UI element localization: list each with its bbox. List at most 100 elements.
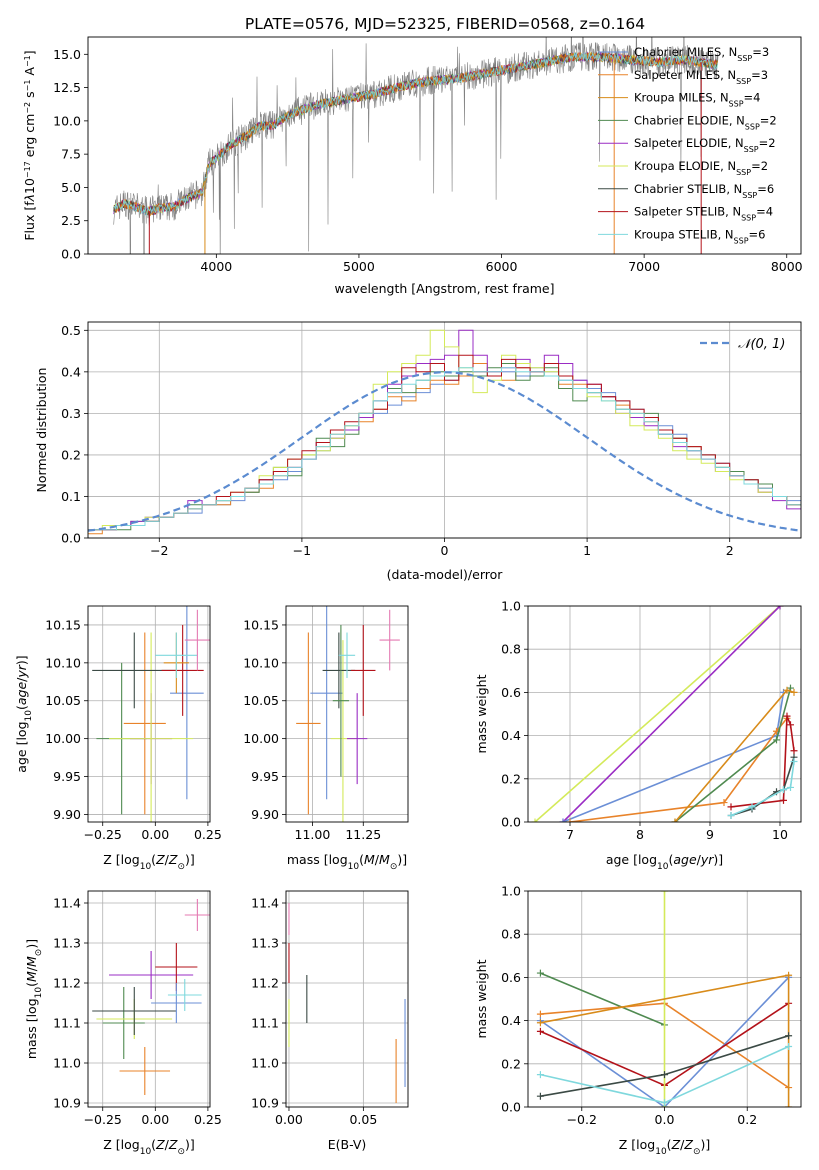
y-axis-label: Normed distribution — [34, 368, 49, 493]
weight-marker — [536, 1027, 544, 1035]
weight-line-kroupa_elodie — [534, 606, 781, 822]
y-tick-label: 1.0 — [501, 884, 521, 899]
errorbars — [296, 606, 400, 822]
y-tick-label: 0.0 — [61, 531, 81, 546]
panel-5: −0.25 0.00 0.25 10.9 11.0 11.1 11.2 11.3 11.4 Z [… — [24, 890, 222, 1157]
weight-marker — [783, 712, 791, 720]
x-tick-label: 2 — [726, 543, 734, 558]
y-tick-label: 1.0 — [501, 599, 521, 614]
weight-marker — [787, 721, 794, 729]
y-tick-label: 9.90 — [53, 807, 81, 822]
y-axis-label: age [log10(age/yr)] — [14, 655, 34, 772]
y-tick-label: 0.4 — [501, 728, 521, 743]
y-tick-label: 11.1 — [53, 1016, 81, 1031]
weight-marker — [787, 783, 794, 791]
x-axis-label: age [log10(age/yr)] — [606, 852, 723, 872]
weight-marker — [790, 688, 798, 696]
weight-marker — [785, 1032, 793, 1040]
weight-marker — [785, 971, 793, 979]
y-tick-label: 0.8 — [501, 927, 521, 942]
plot-frame — [87, 321, 802, 539]
y-tick-label: 0.4 — [61, 364, 81, 379]
y-tick-label: 0.0 — [501, 1100, 521, 1115]
x-axis-label: Z [log10(Z/Z⊙)] — [103, 852, 195, 872]
x-tick-label: 11.00 — [295, 827, 331, 842]
model-fit-kroupa_stelib — [113, 51, 719, 217]
histograms — [88, 329, 801, 538]
x-tick-label: 0.00 — [275, 1112, 303, 1127]
figure-title: PLATE=0576, MJD=52325, FIBERID=0568, z=0… — [245, 15, 645, 33]
y-tick-label: 0.6 — [501, 685, 521, 700]
x-tick-label: 9 — [706, 827, 714, 842]
x-axis-label: (data-model)/error — [387, 567, 504, 582]
weight-marker — [559, 818, 567, 822]
panel-1: −2 −1 0 1 2 0.0 0.1 0.2 0.3 0.4 0.5 (data-model)/er… — [34, 321, 802, 582]
x-tick-label: 0.25 — [194, 827, 222, 842]
weight-marker — [536, 1071, 544, 1079]
legend-label: Kroupa MILES, NSSP=4 — [634, 91, 760, 109]
weight-lines — [531, 606, 798, 822]
y-tick-label: 11.4 — [251, 896, 279, 911]
y-tick-label: 11.0 — [251, 1056, 279, 1071]
x-tick-label: 7000 — [628, 259, 660, 274]
x-tick-label: 8 — [636, 827, 644, 842]
panel-2: −0.25 0.00 0.25 9.90 9.95 10.00 10.05 10.10 10.1… — [14, 605, 222, 872]
plot-frame — [87, 36, 802, 255]
y-tick-label: 11.0 — [53, 1056, 81, 1071]
plot-frame — [87, 890, 211, 1108]
plot-layer: 4000 5000 6000 7000 80000.02.55.07.510.012.5… — [14, 36, 803, 1157]
y-axis-label: Flux [fλ10−17 erg cm−2 s−1 A−1] — [22, 50, 37, 240]
x-tick-label: 4000 — [200, 259, 232, 274]
y-tick-label: 10.9 — [53, 1096, 81, 1111]
x-axis-label: wavelength [Angstrom, rest frame] — [334, 281, 554, 296]
weight-marker — [773, 736, 780, 744]
errorbars — [92, 899, 210, 1095]
weight-marker — [566, 818, 574, 822]
y-tick-label: 0.0 — [61, 247, 81, 262]
weight-marker — [783, 686, 791, 694]
x-tick-label: 10 — [772, 827, 788, 842]
x-tick-label: 0 — [441, 543, 449, 558]
x-tick-label: 0.05 — [349, 1112, 377, 1127]
x-tick-label: 7 — [566, 827, 574, 842]
legend-label: Salpeter STELIB, NSSP=4 — [634, 205, 773, 223]
panel-6: 0.00 0.05 10.9 11.0 11.1 11.2 11.3 11.4 E(B-V) — [251, 890, 409, 1152]
y-tick-label: 11.3 — [53, 936, 81, 951]
x-tick-label: 6000 — [486, 259, 518, 274]
y-tick-label: 9.90 — [251, 807, 279, 822]
y-tick-label: 15.0 — [53, 47, 81, 62]
y-tick-label: 0.3 — [61, 406, 81, 421]
errorbars — [288, 903, 406, 1103]
x-axis-label: mass [log10(M/M⊙)] — [287, 852, 407, 872]
weight-marker — [785, 1043, 793, 1051]
plot-frame — [527, 605, 802, 823]
histogram-kroupa_stelib — [88, 367, 801, 538]
weight-marker — [661, 1099, 668, 1107]
weight-marker — [748, 803, 756, 811]
x-tick-label: −2 — [150, 543, 168, 558]
legend-label: Salpeter ELODIE, NSSP=2 — [634, 136, 776, 154]
legend-label: Chabrier MILES, NSSP=3 — [634, 45, 769, 63]
x-tick-label: −0.2 — [567, 1112, 597, 1127]
plot-frame — [285, 890, 409, 1108]
y-tick-label: 10.15 — [243, 617, 279, 632]
y-tick-label: 9.95 — [53, 769, 81, 784]
weight-marker — [727, 803, 735, 811]
y-tick-label: 10.05 — [243, 693, 279, 708]
y-tick-label: 2.5 — [61, 213, 81, 228]
weight-marker — [790, 758, 798, 766]
weight-marker — [780, 796, 787, 804]
weight-marker — [776, 606, 784, 610]
weight-marker — [780, 786, 787, 794]
legend-label: Chabrier STELIB, NSSP=6 — [634, 182, 774, 200]
x-tick-label: −1 — [293, 543, 311, 558]
y-tick-label: 10.00 — [45, 731, 81, 746]
y-tick-label: 11.1 — [251, 1016, 279, 1031]
weight-line-kroupa_miles — [674, 689, 795, 822]
y-axis-label: mass weight — [474, 959, 489, 1038]
weight-line-chabrier_elodie — [540, 972, 665, 1026]
y-axis-label: mass weight — [474, 674, 489, 753]
y-tick-label: 11.2 — [251, 976, 279, 991]
legend-normal-label: 𝒩(0, 1) — [738, 337, 785, 352]
x-axis-label: Z [log10(Z/Z⊙)] — [103, 1137, 195, 1157]
